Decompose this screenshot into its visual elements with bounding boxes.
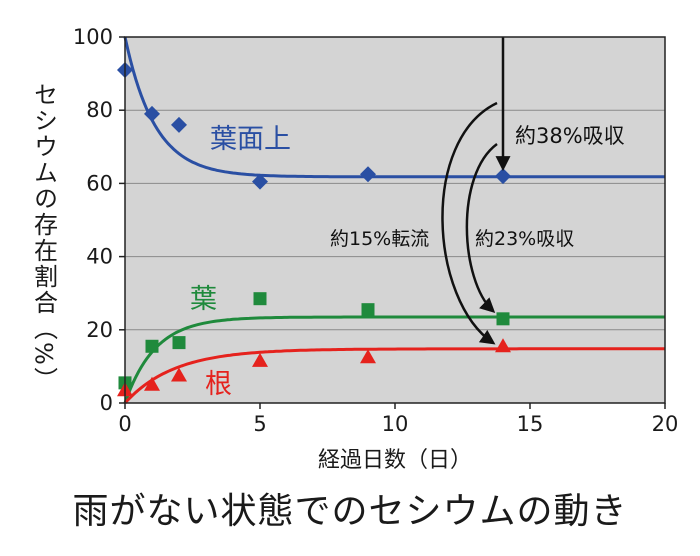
- diamond-marker: [360, 166, 376, 183]
- square-marker: [145, 339, 159, 353]
- triangle-marker: [495, 338, 511, 353]
- curve-diamond: [123, 36, 665, 179]
- annotation-text: 約23%吸収: [475, 228, 574, 250]
- diamond-marker: [252, 173, 268, 190]
- axis-ticks: 0 20 40 60 80 100 0 5 10 15 20: [73, 25, 678, 436]
- fitted-curves: [123, 36, 665, 405]
- square-marker: [172, 336, 186, 350]
- chart-svg: 0204060801000 5 10 15 20 葉面上葉根 約38%吸収約15%転流約…: [73, 25, 678, 436]
- y-tick-label: 60: [86, 171, 113, 195]
- series-label-diamond: 葉面上: [210, 124, 291, 155]
- chart-caption: 雨がない状態でのセシウムの動き: [72, 491, 628, 532]
- triangle-marker: [144, 376, 160, 391]
- x-tick-label: 5: [253, 412, 266, 436]
- diamond-marker: [144, 105, 160, 122]
- x-tick-label: 10: [382, 412, 409, 436]
- diamond-marker: [495, 168, 511, 185]
- y-axis-label: セシウムの存在割合（%）: [29, 82, 58, 393]
- flow-arrows: [441, 37, 511, 345]
- square-marker: [253, 292, 267, 306]
- square-marker: [496, 312, 510, 326]
- series-label-triangle: 根: [205, 369, 232, 400]
- triangle-marker: [171, 367, 187, 382]
- annotation-text: 約38%吸収: [515, 124, 625, 148]
- y-tick-label: 20: [86, 318, 113, 342]
- x-tick-label: 15: [517, 412, 544, 436]
- square-marker: [361, 303, 375, 317]
- y-tick-label: 0: [100, 391, 113, 415]
- curve-triangle: [123, 347, 665, 405]
- x-tick-label: 0: [118, 412, 131, 436]
- curve-square: [123, 315, 665, 404]
- x-tick-label: 20: [652, 412, 679, 436]
- x-axis-label: 経過日数（日）: [317, 448, 472, 473]
- grid-lines: [125, 109, 665, 331]
- y-tick-label: 80: [86, 98, 113, 122]
- diamond-marker: [171, 116, 187, 133]
- y-axis-label-wrap: セシウムの存在割合（%）: [22, 82, 66, 393]
- arrow-translocation: [441, 101, 498, 345]
- y-tick-label: 100: [73, 25, 113, 49]
- plot-background: [125, 37, 665, 403]
- arrow-absorption: [465, 142, 498, 314]
- annotation-text: 約15%転流: [330, 228, 429, 250]
- series-label-square: 葉: [190, 284, 217, 315]
- triangle-marker: [252, 352, 268, 367]
- y-tick-label: 40: [86, 245, 113, 269]
- triangle-marker: [360, 349, 376, 364]
